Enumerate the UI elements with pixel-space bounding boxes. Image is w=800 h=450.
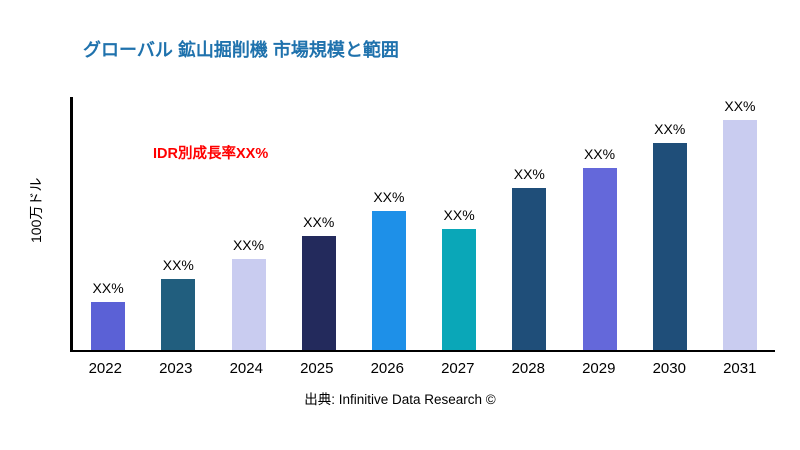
chart-title: グローバル 鉱山掘削機 市場規模と範囲 [83, 40, 399, 60]
bar-value-label-2029: XX% [583, 145, 616, 162]
bar-2029 [582, 167, 617, 350]
x-tick-2024: 2024 [229, 360, 263, 377]
bar-slot-2031: XX% [705, 97, 775, 350]
bar-2025 [301, 236, 336, 350]
bar-value-label-2030: XX% [654, 120, 686, 137]
bar-2030 [652, 142, 687, 350]
bar-value-label-2031: XX% [724, 97, 756, 114]
bar-slot-2028: XX% [494, 97, 564, 350]
bar-value-label-2025: XX% [303, 214, 335, 231]
bar-2022 [91, 301, 126, 350]
x-tick-2023: 2023 [159, 360, 193, 377]
bar-2028 [512, 188, 547, 350]
x-tick-2030: 2030 [652, 360, 686, 377]
bar-value-label-2024: XX% [232, 236, 265, 253]
x-tick-2027: 2027 [441, 360, 475, 377]
bar-value-label-2026: XX% [373, 188, 405, 205]
bar-value-label-2027: XX% [443, 206, 475, 223]
x-tick-2029: 2029 [582, 360, 616, 377]
bar-value-label-2022: XX% [92, 279, 124, 296]
bar-2023 [161, 279, 196, 350]
bar-2031 [722, 119, 757, 350]
x-tick-2025: 2025 [300, 360, 334, 377]
bar-slot-2027: XX% [424, 97, 494, 350]
bar-slot-2023: XX% [143, 97, 213, 350]
x-tick-2031: 2031 [723, 360, 757, 377]
growth-rate-annotation: IDR別成長率XX% [153, 146, 269, 162]
bars-container: XX% XX% XX% XX% XX% XX% XX% XX% XX% XX% [73, 97, 775, 350]
source-caption: 出典: Infinitive Data Research © [304, 392, 496, 407]
bar-value-label-2028: XX% [513, 166, 545, 183]
x-tick-2028: 2028 [511, 360, 545, 377]
bar-slot-2022: XX% [73, 97, 143, 350]
bar-2027 [442, 228, 477, 350]
bar-slot-2025: XX% [284, 97, 354, 350]
bar-value-label-2023: XX% [162, 257, 194, 274]
bar-2026 [371, 210, 406, 350]
bar-slot-2030: XX% [635, 97, 705, 350]
bar-slot-2024: XX% [213, 97, 283, 350]
x-tick-2026: 2026 [370, 360, 404, 377]
bar-slot-2026: XX% [354, 97, 424, 350]
x-axis-ticks: 2022 2023 2024 2025 2026 2027 2028 2029 2030 2031 [70, 360, 775, 377]
y-axis-label-text: 100万ドル [28, 177, 44, 243]
bar-slot-2029: XX% [564, 97, 634, 350]
x-tick-2022: 2022 [88, 360, 122, 377]
bar-2024 [231, 258, 266, 350]
y-axis-label: 100万ドル [26, 178, 46, 243]
plot-area: IDR別成長率XX% XX% XX% XX% XX% XX% XX% XX% XX% XX% XX… [70, 97, 775, 352]
